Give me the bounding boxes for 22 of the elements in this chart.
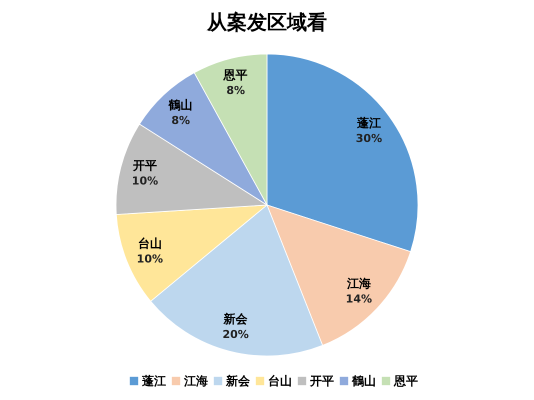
slice-label: 江海 xyxy=(346,276,371,290)
slice-label: 新会 xyxy=(222,312,249,326)
legend-label: 鶴山 xyxy=(351,374,376,388)
legend-label: 开平 xyxy=(309,374,334,388)
chart-title: 从案发区域看 xyxy=(206,10,327,34)
data-label: 10% xyxy=(132,174,158,188)
legend-label: 台山 xyxy=(268,374,292,388)
slice-label: 台山 xyxy=(138,236,162,250)
legend-label: 蓬江 xyxy=(141,374,166,388)
data-label: 10% xyxy=(136,252,164,266)
data-label: 14% xyxy=(346,292,372,306)
slice-label: 开平 xyxy=(132,158,157,173)
data-label: 8% xyxy=(226,84,246,97)
slice-label: 蓬江 xyxy=(356,116,381,130)
legend-label: 恩平 xyxy=(393,374,418,388)
legend-label: 江海 xyxy=(183,374,208,388)
legend-label: 新会 xyxy=(225,374,251,388)
data-label: 8% xyxy=(171,114,190,128)
data-label: 30% xyxy=(356,132,382,145)
data-label: 20% xyxy=(222,328,249,342)
slice-label: 鶴山 xyxy=(168,98,193,112)
slice-label: 恩平 xyxy=(222,68,248,82)
